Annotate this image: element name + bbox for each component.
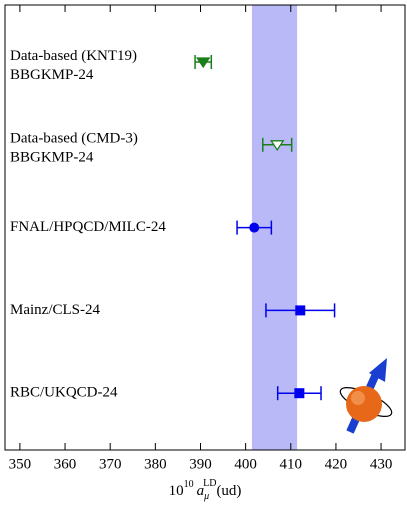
x-tick-label: 370: [99, 456, 122, 472]
x-tick-label: 390: [189, 456, 212, 472]
plot-frame: [4, 4, 406, 451]
xlabel-exp: 10: [184, 479, 194, 490]
x-tick-label: 410: [280, 456, 303, 472]
category-label: Data-based (CMD-3): [10, 131, 138, 147]
category-label: RBC/UKQCD-24: [10, 385, 118, 401]
category-label: BBGKMP-24: [10, 150, 94, 166]
muon-icon: [339, 358, 393, 434]
marker: [295, 305, 306, 316]
marker: [249, 222, 260, 233]
marker: [195, 57, 211, 69]
x-tick-label: 430: [370, 456, 393, 472]
xlabel-prefix: 10: [169, 483, 184, 499]
x-axis-label: 1010 aμLD(ud): [169, 478, 242, 502]
marker: [270, 140, 285, 151]
category-label: Mainz/CLS-24: [10, 302, 100, 318]
x-tick-label: 400: [234, 456, 257, 472]
x-tick-label: 360: [54, 456, 77, 472]
x-tick-label: 420: [325, 456, 348, 472]
x-tick-label: 380: [144, 456, 167, 472]
x-tick-label: 350: [9, 456, 32, 472]
marker: [294, 388, 305, 399]
xlabel-symbol: a: [197, 483, 205, 499]
xlabel-sub: μ: [203, 491, 209, 502]
category-label: FNAL/HPQCD/MILC-24: [10, 219, 166, 235]
xlabel-suffix: (ud): [216, 483, 241, 499]
category-label: Data-based (KNT19): [10, 48, 137, 64]
xlabel-sup: LD: [203, 478, 216, 489]
category-label: BBGKMP-24: [10, 67, 94, 83]
